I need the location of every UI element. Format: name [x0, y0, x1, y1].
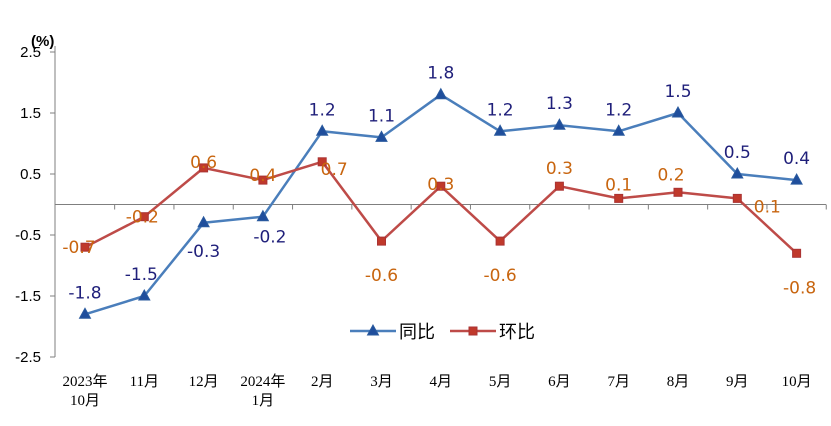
data-label-mom: 0.3: [546, 159, 573, 179]
data-point-yoy: [256, 209, 270, 222]
data-label-mom: -0.6: [484, 266, 517, 286]
y-axis-unit-label: (%): [31, 33, 54, 50]
data-point-mom: [732, 193, 742, 203]
x-tick-label: 6月: [548, 374, 571, 390]
x-tick-label: 10月: [70, 393, 100, 409]
y-tick-label: -2.5: [15, 349, 41, 366]
data-point-yoy: [612, 124, 626, 136]
axes: [50, 46, 827, 358]
legend-label-mom: 环比: [499, 322, 535, 343]
data-labels: -1.8 -1.5 -0.3 -0.2 1.2 1.1 1.8 1.2 1.3 1.2 1.5 0.5…: [62, 64, 816, 304]
data-label-mom: 0.1: [754, 197, 781, 217]
data-point-yoy: [671, 105, 685, 118]
data-label-mom: 0.7: [321, 160, 348, 180]
legend-marker-mom: [468, 326, 478, 336]
data-point-yoy: [434, 87, 448, 100]
data-point-yoy: [790, 173, 803, 185]
data-label-yoy: -1.8: [68, 283, 101, 303]
data-point-yoy: [553, 118, 566, 130]
data-label-yoy: 0.4: [783, 149, 810, 169]
data-point-yoy: [315, 124, 329, 136]
data-label-yoy: 1.2: [309, 100, 336, 120]
data-point-mom: [317, 157, 327, 167]
data-label-yoy: 1.8: [427, 64, 454, 84]
x-tick-label: 2月: [311, 374, 334, 390]
data-label-yoy: -0.3: [187, 242, 220, 262]
series: [78, 87, 803, 319]
data-point-mom: [80, 242, 90, 252]
data-point-yoy: [197, 215, 210, 228]
data-label-yoy: 1.2: [605, 100, 632, 120]
data-point-yoy: [78, 307, 92, 319]
data-point-mom: [139, 212, 149, 222]
data-point-mom: [495, 236, 505, 246]
x-tick-labels: 2023年 10月 11月 12月 2024年 1月 2月 3月 4月 5月 6月 7月 8月 9月 10月: [62, 373, 811, 409]
data-point-mom: [614, 193, 624, 203]
y-tick-label: -1.5: [15, 288, 41, 305]
x-tick-label: 4月: [430, 374, 453, 390]
x-tick-label: 2023年: [62, 373, 107, 390]
y-tick-labels: 2.5 1.5 0.5 -0.5 -1.5 -2.5: [15, 44, 41, 366]
legend-label-yoy: 同比: [399, 322, 435, 343]
y-tick-label: 2.5: [20, 44, 41, 61]
data-point-mom: [792, 248, 802, 258]
data-label-mom: 0.4: [249, 166, 276, 186]
data-label-yoy: 0.5: [724, 143, 751, 163]
data-label-yoy: -1.5: [125, 265, 158, 285]
x-tick-label: 9月: [726, 374, 749, 390]
data-label-mom: -0.6: [365, 266, 398, 286]
legend: 同比 环比: [350, 322, 535, 343]
x-tick-label: 5月: [489, 374, 512, 390]
data-label-yoy: 1.5: [664, 82, 691, 102]
data-label-mom: 0.2: [657, 165, 684, 185]
x-tick-label: 3月: [370, 374, 393, 390]
y-tick-label: 1.5: [20, 105, 41, 122]
data-label-mom: -0.2: [126, 208, 159, 228]
data-label-yoy: 1.2: [487, 100, 514, 120]
x-tick-label: 7月: [607, 374, 630, 390]
data-point-yoy: [137, 288, 151, 301]
data-point-mom: [377, 236, 386, 246]
data-point-mom: [258, 175, 268, 185]
data-label-mom: -0.8: [783, 278, 816, 298]
data-point-yoy: [375, 130, 388, 142]
data-label-mom: 0.6: [190, 153, 217, 173]
data-point-mom: [554, 181, 564, 191]
y-tick-label: 0.5: [20, 166, 41, 183]
data-label-yoy: 1.1: [368, 106, 395, 126]
data-point-yoy: [493, 124, 507, 136]
y-tick-label: -0.5: [15, 227, 41, 244]
data-point-mom: [199, 163, 209, 173]
data-point-yoy: [730, 166, 744, 179]
data-point-mom: [673, 187, 683, 197]
data-label-yoy: 1.3: [546, 94, 573, 114]
x-tick-label: 2024年: [240, 373, 285, 390]
data-label-mom: 0.1: [605, 175, 632, 195]
data-label-mom: 0.3: [427, 175, 454, 195]
x-tick-label: 8月: [667, 374, 690, 390]
data-label-mom: -0.7: [62, 238, 95, 258]
x-tick-label: 1月: [252, 393, 275, 409]
x-tick-label: 12月: [189, 374, 219, 390]
x-tick-label: 11月: [130, 374, 159, 390]
data-point-mom: [436, 181, 446, 191]
data-label-yoy: -0.2: [253, 228, 286, 248]
x-tick-label: 10月: [782, 374, 812, 390]
legend-marker-yoy: [366, 323, 380, 336]
